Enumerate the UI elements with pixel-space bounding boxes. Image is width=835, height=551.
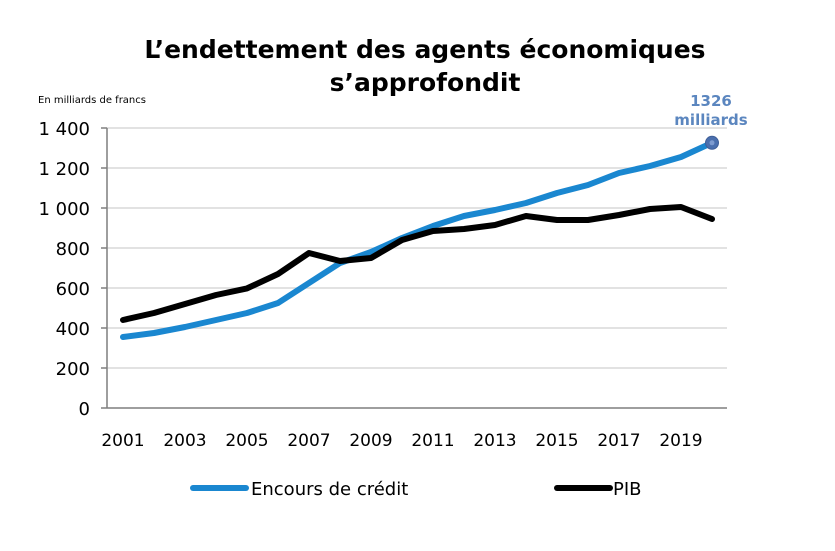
annotation-unit: milliards <box>674 111 747 129</box>
x-tick-label: 2005 <box>225 431 268 451</box>
x-tick-label: 2019 <box>659 431 702 451</box>
x-tick-label: 2007 <box>287 431 330 451</box>
y-tick-label: 1 000 <box>38 199 90 220</box>
x-tick-label: 2001 <box>101 431 144 451</box>
x-tick-label: 2011 <box>411 431 454 451</box>
annotation-value: 1326 <box>690 92 732 110</box>
x-tick-label: 2015 <box>535 431 578 451</box>
legend-label-pib: PIB <box>613 479 642 500</box>
chart-title-line-2: s’approfondit <box>330 68 521 97</box>
annotation: 1326 milliards <box>674 92 748 150</box>
axes <box>101 127 727 409</box>
x-tick-labels: 2001 2003 2005 2007 2009 2011 2013 2015 2017 2019 <box>101 431 702 451</box>
y-tick-label: 0 <box>79 399 90 420</box>
gridlines <box>107 127 727 369</box>
series-line-encours-de-credit <box>120 139 715 340</box>
x-tick-label: 2009 <box>349 431 392 451</box>
x-tick-label: 2003 <box>163 431 206 451</box>
legend-label-encours: Encours de crédit <box>251 479 408 500</box>
y-tick-label: 400 <box>56 319 90 340</box>
y-tick-label: 1 400 <box>38 119 90 140</box>
y-tick-label: 800 <box>56 239 90 260</box>
legend: Encours de crédit PIB <box>190 479 642 500</box>
x-tick-label: 2013 <box>473 431 516 451</box>
series-line-pib <box>120 204 715 323</box>
y-tick-label: 1 200 <box>38 159 90 180</box>
y-tick-label: 200 <box>56 359 90 380</box>
y-tick-labels: 0 200 400 600 800 1 000 1 200 1 400 <box>38 119 90 420</box>
y-tick-label: 600 <box>56 279 90 300</box>
series-lines <box>120 139 715 340</box>
annotation-marker-highlight <box>709 140 715 146</box>
chart-title-line-1: L’endettement des agents économiques <box>144 35 705 64</box>
y-axis-unit-label: En milliards de francs <box>38 95 146 106</box>
x-tick-label: 2017 <box>597 431 640 451</box>
